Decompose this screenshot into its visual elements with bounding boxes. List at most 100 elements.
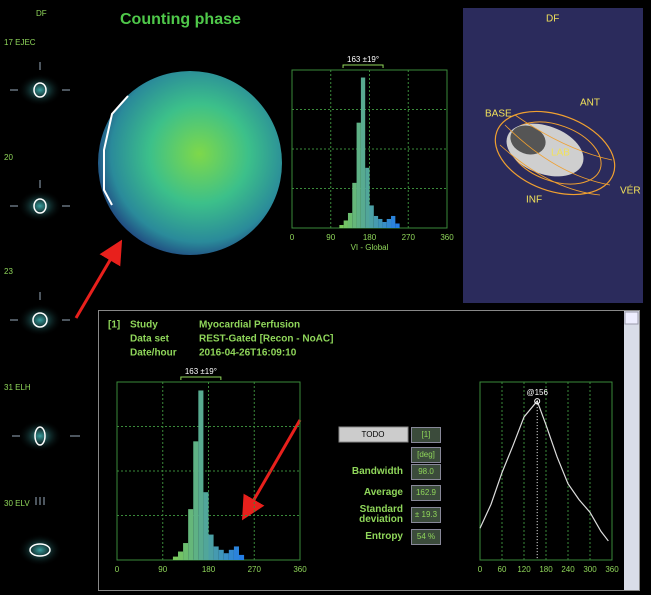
hist-bar	[343, 220, 348, 228]
label-inf: INF	[526, 195, 542, 206]
hist-bar	[183, 543, 189, 560]
slice-guides	[10, 62, 80, 505]
view3d-labels: DF BASE ANT LAB INF VÉR	[485, 14, 641, 206]
x-tick-label: 90	[158, 565, 167, 574]
slice-top-label: DF	[36, 9, 47, 18]
x-tick-label: 270	[402, 233, 416, 242]
hist-bar	[193, 441, 199, 560]
stat-value: ± 19.3	[411, 507, 441, 523]
unit: [deg]	[411, 447, 441, 463]
hist-bar	[223, 553, 229, 560]
x-tick-label: 300	[583, 565, 597, 574]
x-axis-label: VI - Global	[351, 243, 389, 252]
curve-line	[479, 399, 609, 542]
stat-label: Standard deviation	[359, 504, 403, 525]
stat-value: 162.9	[411, 485, 441, 501]
slice-label: 31 ELH	[4, 383, 31, 392]
hist-bracket	[180, 376, 222, 380]
hist-bar	[239, 554, 245, 560]
slice-label: 17 EJEC	[4, 38, 36, 47]
label-base: BASE	[485, 109, 512, 120]
hist-bar	[391, 215, 396, 228]
hist-bar	[378, 218, 383, 228]
hist-bar	[218, 549, 224, 560]
x-tick-label: 180	[363, 233, 377, 242]
hist-bar	[395, 223, 400, 228]
title: Counting phase	[120, 11, 241, 28]
hist-annotation: 163 ±19°	[347, 55, 379, 64]
hist-bar	[208, 534, 214, 560]
study-value: Myocardial Perfusion	[199, 320, 300, 331]
hist-bar	[203, 492, 209, 560]
bottom-panel	[98, 310, 640, 591]
stat-value: 98.0	[411, 464, 441, 480]
study-value: REST-Gated [Recon - NoAC]	[199, 334, 333, 345]
x-tick-label: 0	[115, 565, 120, 574]
study-index: [1]	[108, 320, 120, 331]
x-tick-label: 240	[561, 565, 575, 574]
label-df: DF	[546, 14, 559, 25]
x-tick-label: 0	[290, 233, 295, 242]
hist-bar	[188, 509, 194, 560]
label-lab: LAB	[551, 148, 570, 159]
study-key: Data set	[130, 334, 170, 345]
heart-3d	[494, 110, 616, 196]
slice-ring	[32, 312, 48, 328]
slice-ring	[29, 543, 51, 557]
study-value: 2016-04-26T16:09:10	[199, 348, 297, 359]
polar-bracket	[103, 95, 129, 206]
scrollbar[interactable]	[624, 311, 639, 590]
scroll-button[interactable]	[624, 311, 639, 325]
hist-bar	[360, 77, 366, 229]
x-tick-label: 360	[293, 565, 307, 574]
slice	[18, 420, 62, 452]
peak-label: @156	[526, 388, 548, 397]
study-key: Study	[130, 320, 158, 331]
hist-bar	[178, 551, 184, 560]
slice-ring	[34, 426, 46, 446]
hist-bar	[356, 122, 361, 228]
hist-bar	[213, 546, 219, 560]
x-tick-label: 180	[202, 565, 216, 574]
slice-ring	[33, 198, 47, 214]
x-tick-label: 270	[248, 565, 262, 574]
slice	[18, 74, 62, 106]
red-arrow	[241, 419, 302, 521]
slice-ring	[33, 82, 47, 98]
hist-bar	[198, 390, 204, 560]
hist-bar	[365, 167, 370, 228]
hist-bar	[386, 218, 392, 228]
hist-bar	[373, 215, 379, 228]
x-tick-label: 360	[605, 565, 619, 574]
x-tick-label: 90	[326, 233, 335, 242]
hist-bar	[233, 546, 239, 560]
todo-label[interactable]: TODO	[362, 430, 385, 439]
slices	[10, 62, 80, 566]
x-tick-label: 360	[440, 233, 454, 242]
red-arrow	[74, 239, 123, 319]
x-tick-label: 0	[478, 565, 483, 574]
todo-button[interactable]	[338, 426, 409, 443]
hist-bar	[352, 182, 357, 228]
polar-map	[98, 71, 282, 255]
x-tick-label: 120	[517, 565, 531, 574]
slice	[18, 190, 62, 222]
stat-label: Bandwidth	[351, 466, 403, 477]
slice-label: 23	[4, 267, 13, 276]
slice	[18, 534, 62, 566]
column-header: [1]	[411, 427, 441, 443]
hist-annotation: 163 ±19°	[185, 367, 217, 376]
study-key: Date/hour	[130, 348, 177, 359]
hist-bar	[369, 205, 374, 228]
peak-marker	[534, 398, 541, 405]
hist-bar	[172, 556, 178, 560]
x-tick-label: 180	[539, 565, 553, 574]
hist-bar	[347, 212, 353, 228]
x-tick-label: 60	[498, 565, 507, 574]
slice	[18, 304, 62, 336]
slice-label: 30 ELV	[4, 499, 30, 508]
hist-bar	[228, 549, 234, 560]
stat-label: Entropy	[365, 531, 403, 542]
